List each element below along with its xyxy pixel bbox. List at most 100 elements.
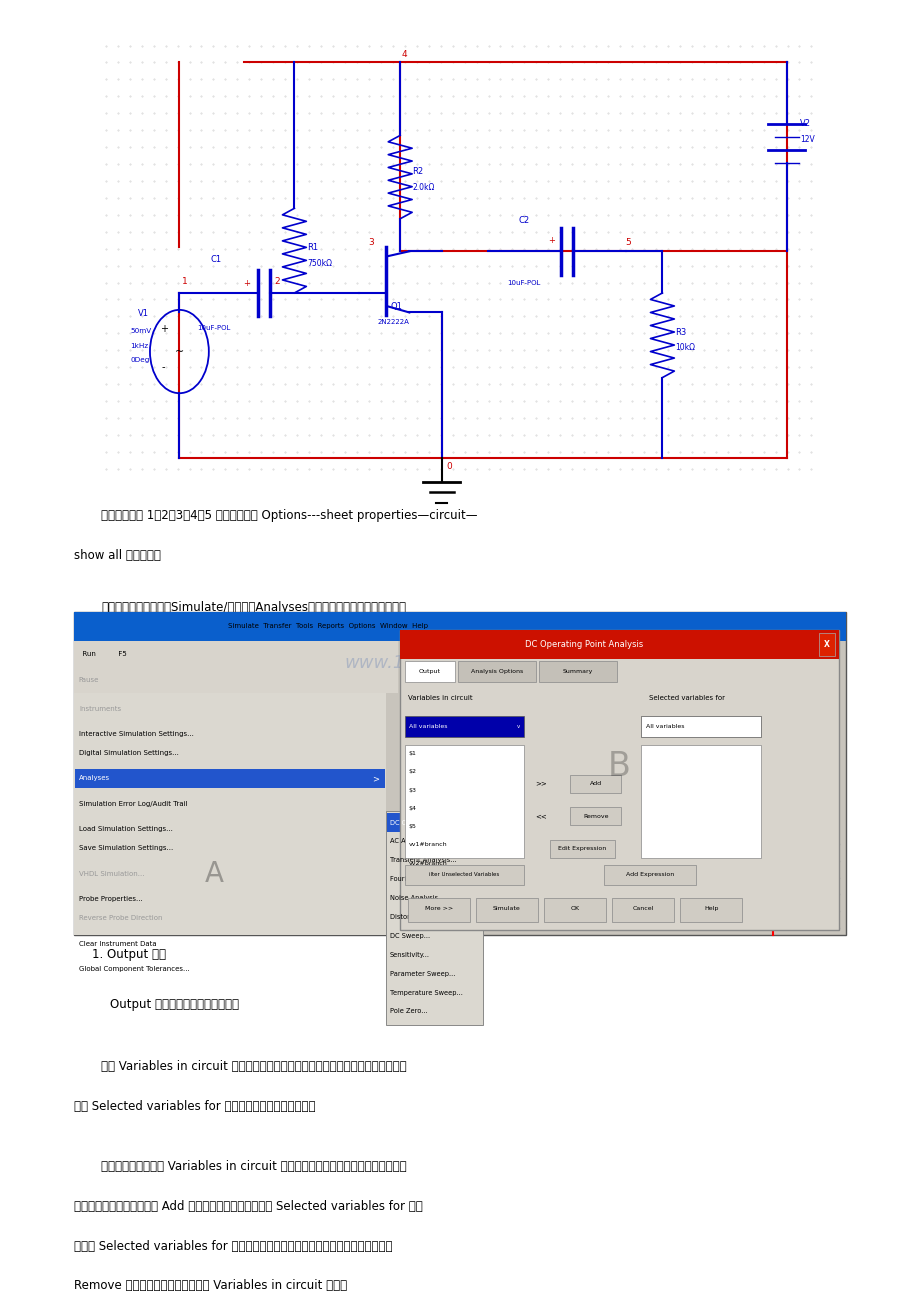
Text: 2N2222A: 2N2222A (377, 319, 409, 326)
Text: $3: $3 (408, 788, 416, 793)
Bar (387, 814, 482, 832)
Text: Save Simulation Settings...: Save Simulation Settings... (79, 845, 173, 852)
Text: DC Operating Point...: DC Operating Point... (390, 819, 460, 825)
Text: Remove: Remove (583, 814, 607, 819)
Text: Interactive Simulation Settings...: Interactive Simulation Settings... (79, 732, 194, 737)
Text: ilter Unselected Variables: ilter Unselected Variables (429, 872, 499, 878)
Text: $1: $1 (408, 751, 416, 756)
Bar (404, 661, 455, 682)
Text: B: B (607, 750, 630, 784)
Text: vv2#branch: vv2#branch (408, 861, 447, 866)
Text: Cancel: Cancel (631, 906, 653, 911)
Text: www.100doc.com: www.100doc.com (344, 654, 504, 672)
Bar (74, 693, 386, 935)
Text: 1kHz: 1kHz (130, 342, 149, 349)
Text: ~: ~ (175, 346, 184, 357)
Text: Remove 按钮，该变量将会回到左边 Variables in circuit 栏中。: Remove 按钮，该变量将会回到左边 Variables in circuit… (74, 1279, 346, 1292)
Text: 标拖拉进行全选），再单击 Add 按钮，相应变量则会出现在 Selected variables for 栏中: 标拖拉进行全选），再单击 Add 按钮，相应变量则会出现在 Selected v… (74, 1200, 422, 1213)
Text: More >>: More >> (425, 906, 452, 911)
Text: 择 DC Operating Point，则出现直流工作点分析对话框，如图 A 所示。直流工作点分析: 择 DC Operating Point，则出现直流工作点分析对话框，如图 A … (74, 641, 402, 654)
Bar (543, 898, 606, 922)
Text: Variables in circuit: Variables in circuit (407, 695, 471, 700)
Bar (641, 716, 760, 737)
Text: >: > (371, 773, 379, 783)
Bar (74, 667, 398, 693)
Text: Add Expression: Add Expression (626, 872, 674, 878)
Text: 10uF-POL: 10uF-POL (197, 326, 230, 332)
Text: X: X (823, 641, 829, 648)
Bar (539, 661, 617, 682)
Text: 10uF-POL: 10uF-POL (507, 280, 540, 286)
Text: Clear Instrument Data: Clear Instrument Data (79, 940, 156, 947)
Text: Sensitivity...: Sensitivity... (390, 952, 429, 958)
Bar (404, 865, 524, 885)
Text: Simulation Error Log/Audit Trail: Simulation Error Log/Audit Trail (79, 801, 187, 807)
Text: All variables: All variables (645, 724, 684, 729)
Bar (475, 898, 538, 922)
Text: 1. Output 选项: 1. Output 选项 (92, 948, 165, 961)
Text: Analysis Options: Analysis Options (471, 669, 523, 674)
Text: Help: Help (703, 906, 718, 911)
Text: 0Deg: 0Deg (130, 357, 150, 363)
Text: Parameter Sweep...: Parameter Sweep... (390, 970, 455, 976)
Text: Probe Properties...: Probe Properties... (79, 896, 142, 902)
Bar (386, 811, 482, 1025)
Text: -: - (162, 362, 165, 372)
Bar (604, 865, 696, 885)
Bar (679, 898, 742, 922)
Text: +: + (548, 237, 554, 245)
Bar (74, 612, 845, 935)
Text: <<: << (535, 814, 546, 819)
Text: Simulate  Transfer  Tools  Reports  Options  Window  Help: Simulate Transfer Tools Reports Options … (228, 624, 427, 629)
Text: A: A (205, 861, 223, 888)
Text: 2: 2 (274, 277, 279, 286)
Text: Simulate: Simulate (493, 906, 520, 911)
Bar (74, 769, 385, 788)
Bar (570, 775, 620, 793)
Text: 1: 1 (182, 277, 187, 286)
Text: 具体做法是先在左边 Variables in circuit 栏内中选中需要分析的变量（可以通过鼠: 具体做法是先在左边 Variables in circuit 栏内中选中需要分析… (101, 1160, 406, 1173)
Bar (404, 745, 524, 858)
Text: Analyses: Analyses (79, 776, 110, 781)
Text: 50mV: 50mV (130, 328, 152, 335)
Text: Instruments: Instruments (79, 706, 121, 712)
Text: Edit Expression: Edit Expression (558, 846, 606, 852)
Text: Noise Analysis...: Noise Analysis... (390, 894, 444, 901)
Text: V1: V1 (138, 310, 149, 319)
Text: Transient Analysis...: Transient Analysis... (390, 857, 456, 863)
Text: DC Operating Point Analysis: DC Operating Point Analysis (525, 641, 643, 648)
Text: $4: $4 (408, 806, 416, 811)
Text: Digital Simulation Settings...: Digital Simulation Settings... (79, 750, 179, 756)
Text: 12V: 12V (800, 135, 814, 143)
Text: 2.0kΩ: 2.0kΩ (412, 184, 434, 191)
Text: Fourier Analysis...: Fourier Analysis... (390, 876, 448, 883)
Text: 3: 3 (369, 238, 374, 247)
Text: AC Analysis: AC Analysis (390, 838, 428, 845)
Text: Reverse Probe Direction: Reverse Probe Direction (79, 915, 163, 922)
Text: Pole Zero...: Pole Zero... (390, 1008, 427, 1014)
Text: Distortion Analysis...: Distortion Analysis... (390, 914, 459, 921)
Text: Selected variables for: Selected variables for (648, 695, 724, 700)
Text: vv1#branch: vv1#branch (408, 842, 447, 848)
Text: R3: R3 (675, 328, 686, 336)
Text: DC Sweep...: DC Sweep... (390, 932, 430, 939)
Bar (74, 612, 845, 641)
Text: Run          F5: Run F5 (78, 651, 127, 656)
Text: 4: 4 (402, 49, 407, 59)
Text: 右边 Selected variables for 栏用于存放需要分析的节点。: 右边 Selected variables for 栏用于存放需要分析的节点。 (74, 1100, 315, 1113)
Text: Global Component Tolerances...: Global Component Tolerances... (79, 966, 189, 973)
Text: >>: >> (535, 781, 546, 786)
Text: Add: Add (589, 781, 601, 786)
Text: Load Simulation Settings...: Load Simulation Settings... (79, 827, 173, 832)
Text: $2: $2 (408, 769, 416, 775)
Text: 0: 0 (446, 462, 451, 471)
Bar (74, 641, 398, 667)
Text: 执行菜单命令（仿真）Simulate/（分析）Analyses，在列出的可操作分析类型中选: 执行菜单命令（仿真）Simulate/（分析）Analyses，在列出的可操作分… (101, 600, 406, 613)
Text: 10kΩ: 10kΩ (675, 344, 695, 352)
Text: C2: C2 (518, 216, 529, 225)
Text: 对话框 B。: 对话框 B。 (74, 680, 113, 693)
Text: Pause: Pause (78, 677, 98, 682)
Bar (641, 745, 760, 858)
Bar (400, 630, 838, 659)
Bar (611, 898, 674, 922)
